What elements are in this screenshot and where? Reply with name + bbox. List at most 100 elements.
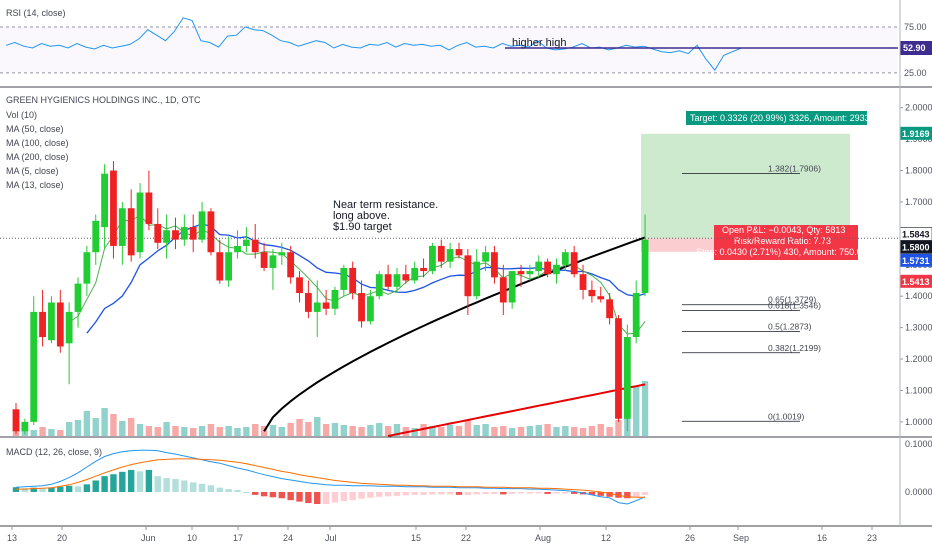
candle-body: [198, 211, 206, 240]
volume-bar: [181, 427, 188, 436]
volume-bar: [234, 428, 241, 436]
macd-histogram-bar: [74, 486, 82, 492]
candle-body: [482, 252, 489, 262]
macd-histogram-bar: [243, 492, 250, 493]
macd-histogram-bar: [110, 474, 117, 492]
rsi-annotation: higher high: [512, 37, 566, 49]
macd-histogram-bar: [57, 486, 64, 492]
macd-histogram-bar: [340, 492, 348, 502]
macd-histogram-bar: [562, 492, 569, 494]
fib-level-label: 0.65(1.3729): [768, 295, 816, 305]
rsi-legend: RSI (14, close): [6, 8, 66, 18]
volume-bar: [243, 427, 250, 436]
price-axis-tick: 1.2000: [905, 354, 932, 364]
macd-histogram-bar: [473, 492, 480, 495]
candle-body: [260, 252, 268, 268]
candle-body: [172, 230, 179, 240]
volume-bar: [83, 411, 91, 436]
candle-body: [269, 255, 277, 268]
indicator-legend-item: MA (100, close): [6, 138, 69, 148]
volume-bar: [278, 427, 285, 436]
candle-body: [39, 311, 46, 338]
volume-bar: [322, 424, 330, 436]
macd-histogram-bar: [544, 492, 551, 494]
volume-bar: [376, 423, 383, 436]
candle-body: [588, 289, 596, 297]
fib-level-label: 0(1.0019): [768, 411, 805, 421]
price-tag-label: 1.9169: [902, 129, 930, 139]
fib-level-label: 0.382(1.2199): [768, 343, 821, 353]
macd-histogram-bar: [393, 492, 401, 496]
candle-body: [384, 274, 392, 287]
candle-body: [251, 239, 259, 253]
rsi-value-tag: [900, 41, 932, 55]
rsi-value-label: 52.90: [903, 43, 926, 53]
candle-body: [437, 245, 445, 262]
macd-histogram-bar: [322, 492, 330, 504]
volume-bar: [588, 426, 596, 436]
macd-histogram-bar: [39, 488, 46, 492]
indicator-legend-item: MA (13, close): [6, 180, 64, 190]
target-label: Target: 0.3326 (20.99%) 3326, Amount: 29…: [690, 113, 877, 123]
time-axis-tick: 22: [461, 533, 471, 543]
candle-body: [508, 271, 516, 303]
macd-histogram-bar: [597, 492, 604, 496]
macd-histogram-bar: [154, 476, 161, 492]
candle-body: [349, 267, 357, 294]
price-tag-box: [900, 253, 932, 267]
volume-bar: [172, 426, 179, 436]
candle-body: [340, 267, 348, 290]
macd-histogram-bar: [225, 489, 232, 492]
volume-bar: [615, 420, 622, 436]
volume-bar: [190, 428, 197, 436]
macd-histogram-bar: [119, 471, 126, 492]
macd-line: [15, 449, 646, 505]
volume-bar: [145, 426, 153, 436]
macd-histogram-bar: [420, 492, 427, 495]
candle-body: [597, 296, 605, 300]
time-axis-tick: 16: [817, 533, 827, 543]
volume-bar: [606, 427, 613, 436]
volume-bar: [411, 428, 418, 436]
macd-histogram-bar: [260, 492, 268, 497]
candle-body: [473, 261, 481, 297]
candle-body: [242, 239, 250, 246]
time-axis-tick: 26: [685, 533, 695, 543]
volume-bar: [252, 424, 259, 436]
candle-body: [225, 252, 233, 281]
candle-body: [278, 252, 286, 256]
volume-bar: [482, 424, 489, 436]
candle-body: [110, 170, 117, 246]
time-axis-tick: 17: [233, 533, 243, 543]
volume-bar: [358, 427, 365, 436]
fib-level-label: 1.382(1.7906): [768, 163, 821, 173]
fib-level-label: 0.5(1.2873): [768, 322, 812, 332]
macd-histogram-bar: [349, 492, 356, 501]
candle-body: [180, 227, 188, 240]
macd-histogram-bar: [198, 483, 206, 492]
volume-bar: [544, 424, 551, 436]
candle-body: [615, 318, 622, 419]
macd-histogram-bar: [429, 492, 436, 495]
signal-line: [16, 458, 646, 498]
candle-body: [163, 230, 171, 243]
price-tag-box: [900, 274, 932, 288]
macd-histogram-bar: [570, 492, 578, 494]
macd-histogram-bar: [331, 492, 339, 503]
volume-bar: [349, 426, 356, 436]
macd-histogram-bar: [207, 485, 215, 492]
volume-bar: [500, 426, 507, 436]
volume-bar: [526, 426, 534, 436]
price-axis-tick: 1.1000: [905, 385, 932, 395]
macd-histogram-bar: [517, 492, 525, 494]
macd-histogram-bar: [411, 492, 418, 495]
candle-body: [446, 249, 454, 262]
macd-histogram-bar: [464, 492, 472, 495]
candle-body: [207, 211, 215, 253]
volume-bar: [305, 422, 312, 436]
macd-histogram-bar: [83, 484, 91, 492]
price-axis-tick: 1.8000: [905, 166, 932, 176]
ma50-line: [263, 236, 646, 432]
macd-histogram-bar: [500, 492, 507, 495]
